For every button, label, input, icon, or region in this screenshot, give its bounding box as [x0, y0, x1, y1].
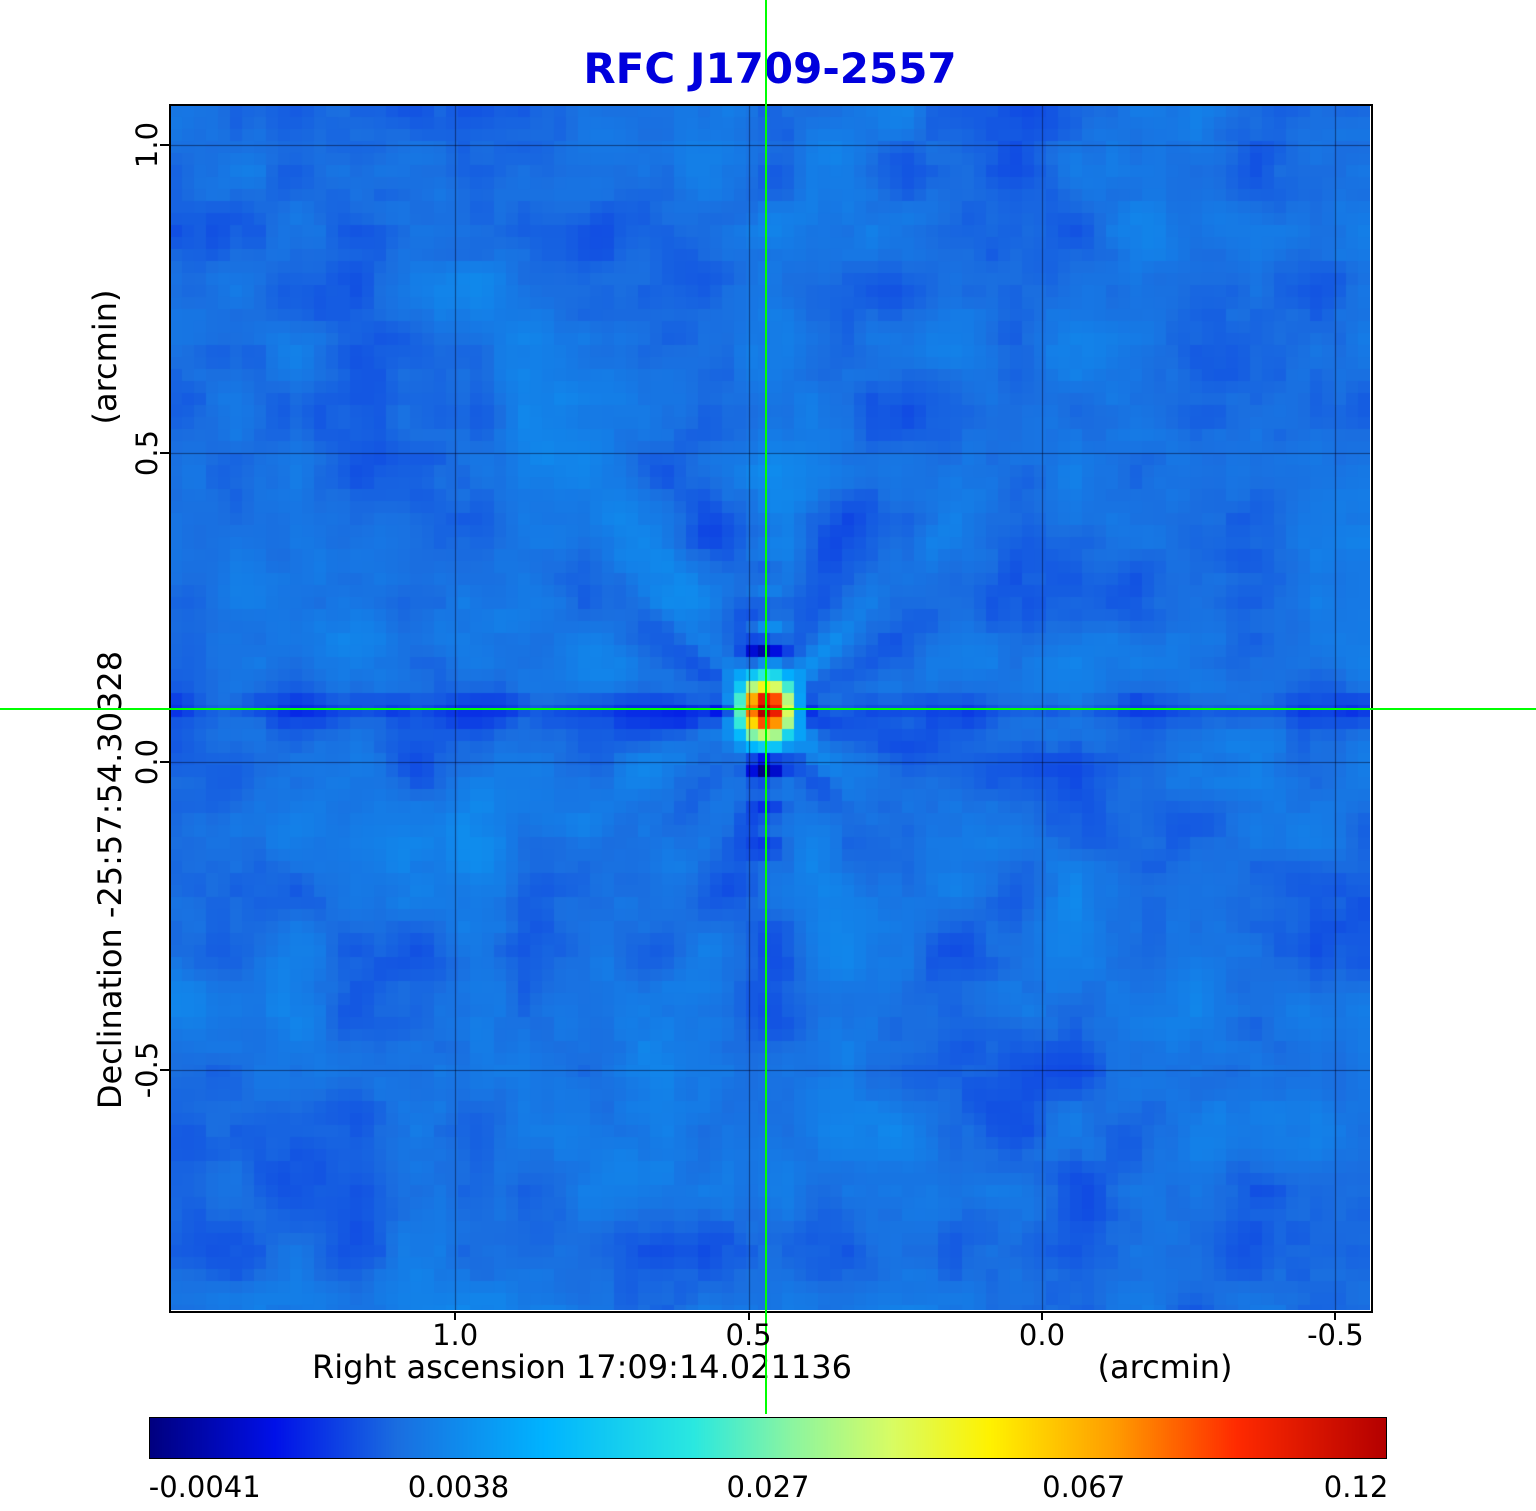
x-axis-unit-label: (arcmin) — [1097, 1348, 1233, 1386]
x-tick-mark — [1040, 1311, 1043, 1320]
y-tick-label: -0.5 — [130, 1041, 164, 1099]
y-axis-unit-label: (arcmin) — [86, 289, 124, 425]
radio-map-canvas — [170, 105, 1370, 1310]
colorbar-gradient — [150, 1418, 1386, 1458]
y-tick-mark — [160, 760, 169, 763]
x-tick-label: 0.0 — [1018, 1318, 1066, 1352]
colorbar-tick-label: -0.0041 — [148, 1470, 261, 1504]
colorbar-tick-label: 0.027 — [726, 1470, 810, 1504]
colorbar — [149, 1417, 1387, 1459]
chart-title: RFC J1709-2557 — [583, 44, 957, 93]
x-tick-mark — [747, 1311, 750, 1320]
y-tick-label: 1.0 — [130, 122, 164, 169]
colorbar-tick-label: 0.12 — [1323, 1470, 1389, 1504]
colorbar-tick-label: 0.067 — [1042, 1470, 1126, 1504]
x-tick-mark — [1334, 1311, 1337, 1320]
y-tick-label: 0.0 — [130, 738, 164, 785]
x-tick-label: 1.0 — [432, 1318, 479, 1352]
x-tick-label: -0.5 — [1307, 1318, 1364, 1352]
y-tick-mark — [160, 452, 169, 455]
x-tick-label: 0.5 — [725, 1318, 772, 1352]
x-axis-label: Right ascension 17:09:14.021136 — [312, 1348, 852, 1386]
colorbar-tick-label: 0.0038 — [407, 1470, 510, 1504]
x-tick-mark — [454, 1311, 457, 1320]
y-tick-label: 0.5 — [130, 430, 164, 477]
y-tick-mark — [160, 144, 169, 147]
y-axis-label: Declination -25:57:54.30328 — [91, 650, 129, 1110]
y-tick-mark — [160, 1069, 169, 1072]
